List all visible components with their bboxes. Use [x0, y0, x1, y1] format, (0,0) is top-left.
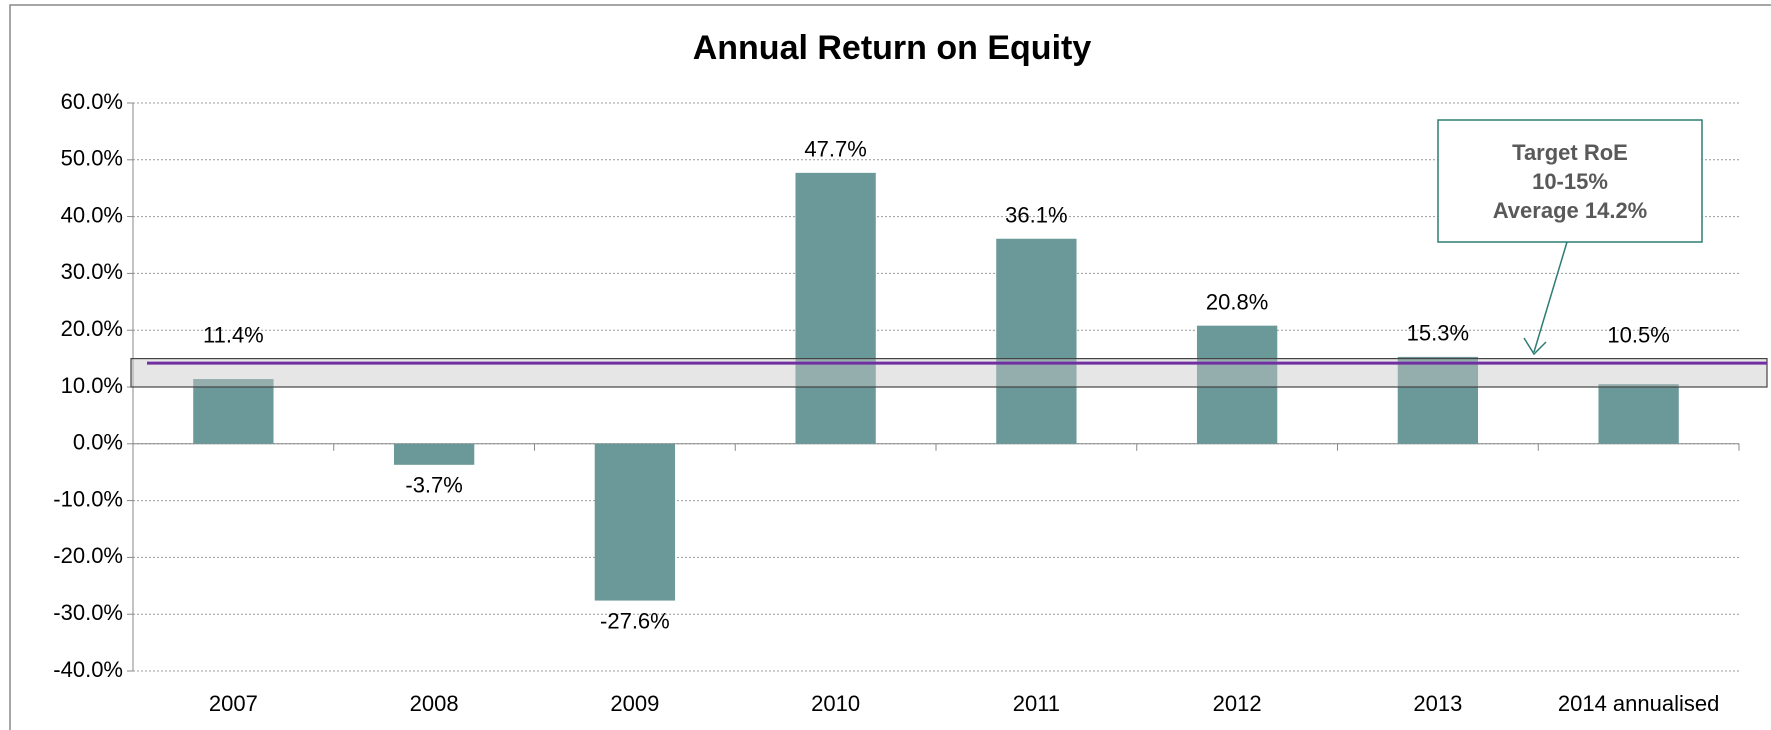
x-tick-label: 2007: [209, 691, 258, 716]
x-tick-label: 2013: [1413, 691, 1462, 716]
annotation-arrowhead: [1523, 337, 1547, 356]
y-tick-label: 50.0%: [61, 146, 123, 171]
y-tick-label: 40.0%: [61, 202, 123, 227]
value-label: 36.1%: [1005, 203, 1067, 228]
bar: [193, 379, 274, 444]
bar: [996, 238, 1077, 444]
annotation-text: 10-15%: [1532, 169, 1608, 194]
value-label: -3.7%: [405, 473, 462, 498]
annotation-text: Target RoE: [1512, 140, 1628, 165]
bar: [1196, 325, 1278, 444]
y-tick-label: 30.0%: [61, 259, 123, 284]
y-tick-label: -20.0%: [53, 543, 123, 568]
y-tick-label: 60.0%: [61, 89, 123, 114]
x-tick-label: 2008: [410, 691, 459, 716]
x-tick-label: 2014 annualised: [1558, 691, 1719, 716]
y-tick-label: -40.0%: [53, 657, 123, 682]
y-tick-label: 20.0%: [61, 316, 123, 341]
chart-title: Annual Return on Equity: [693, 29, 1092, 67]
y-tick-label: 10.0%: [61, 373, 123, 398]
bar: [795, 172, 876, 444]
annotation-arrow: [1533, 241, 1568, 353]
x-tick-label: 2011: [1013, 691, 1060, 716]
bar: [1397, 356, 1479, 444]
annotation-text: Average 14.2%: [1493, 198, 1648, 223]
value-label: 15.3%: [1407, 321, 1469, 346]
bar: [594, 443, 676, 601]
y-tick-label: -10.0%: [53, 486, 123, 511]
value-label: 10.5%: [1607, 322, 1669, 347]
bar: [393, 443, 475, 465]
value-label: 47.7%: [804, 137, 866, 162]
x-tick-label: 2010: [811, 691, 860, 716]
y-tick-label: -30.0%: [53, 600, 123, 625]
x-tick-label: 2009: [610, 691, 659, 716]
value-label: 20.8%: [1206, 289, 1268, 314]
annotation-box: [1437, 119, 1703, 243]
value-label: 11.4%: [203, 322, 264, 347]
value-label: -27.6%: [600, 608, 670, 633]
bar: [1598, 384, 1679, 444]
y-tick-label: 0.0%: [73, 430, 123, 455]
chart-border: [9, 4, 1771, 730]
x-tick-label: 2012: [1213, 691, 1262, 716]
